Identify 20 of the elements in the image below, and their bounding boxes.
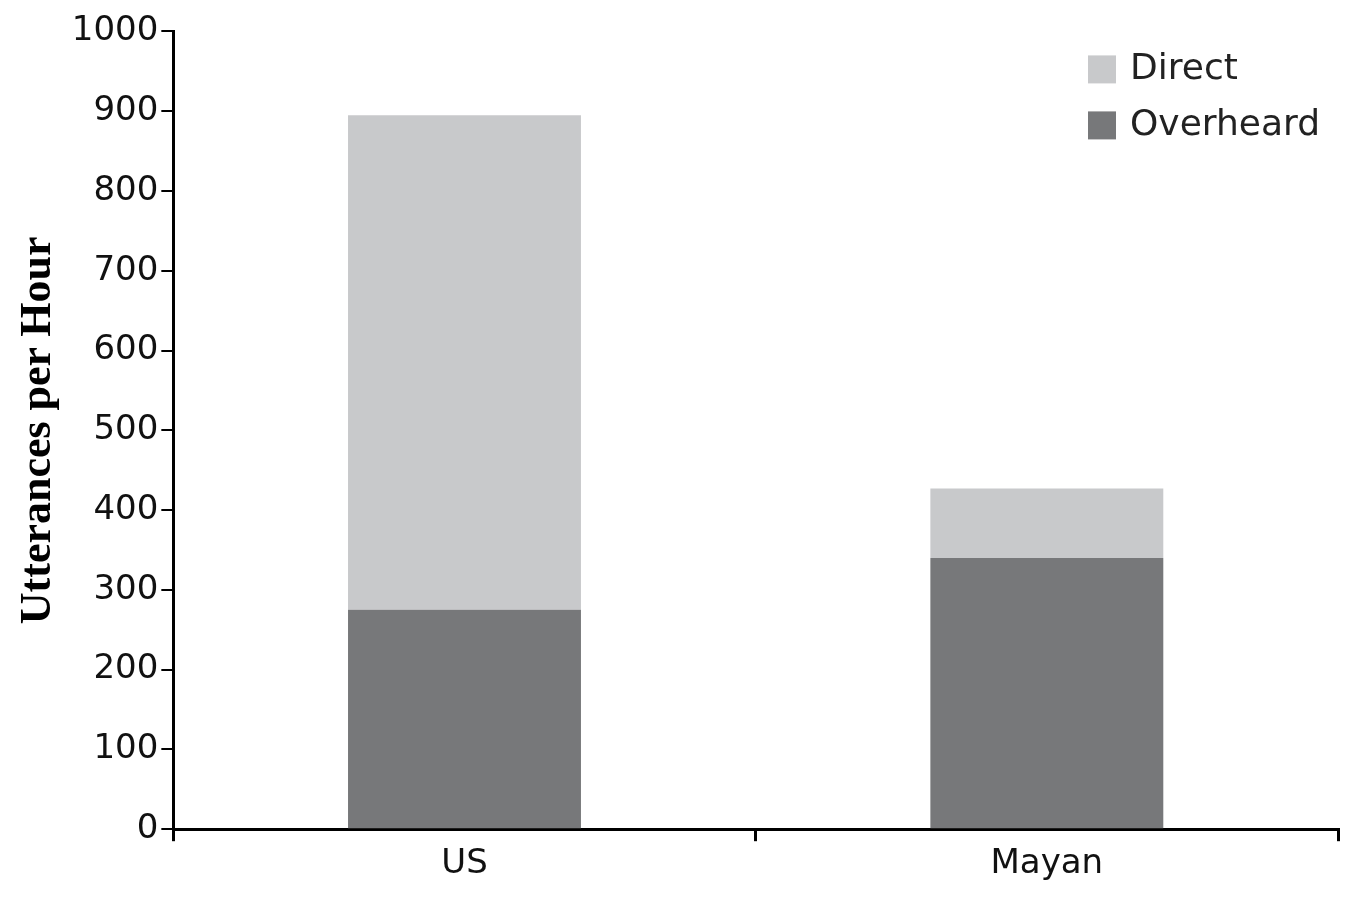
x-tick-label: Mayan (990, 841, 1104, 882)
x-tick-label: US (441, 841, 488, 882)
bar (348, 609, 581, 829)
y-tick-label: 0 (136, 806, 159, 847)
legend-label: Overheard (1130, 101, 1321, 143)
y-tick-label: 800 (93, 167, 159, 208)
y-tick-label: 300 (93, 566, 159, 607)
y-tick-label: 100 (93, 726, 159, 767)
y-axis-title: Utterances per Hour (10, 236, 60, 625)
y-tick-label: 400 (93, 486, 159, 527)
bar (348, 115, 581, 610)
y-tick-label: 600 (93, 327, 159, 368)
bar (930, 488, 1164, 558)
y-tick-label: 900 (93, 88, 159, 129)
bar (930, 557, 1164, 829)
legend-label: Direct (1130, 45, 1238, 87)
y-tick-label: 500 (93, 407, 159, 448)
y-tick-label: 700 (93, 247, 159, 288)
y-tick-label: 1000 (71, 8, 159, 49)
y-tick-label: 200 (93, 646, 159, 687)
